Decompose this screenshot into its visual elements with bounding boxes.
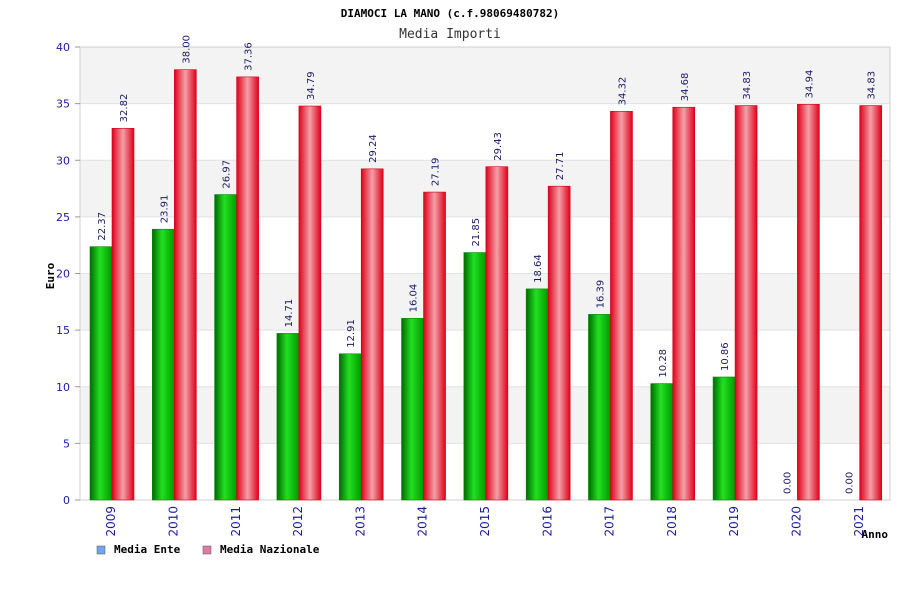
x-tick-label: 2009 xyxy=(104,506,118,537)
data-label-media-ente: 0.00 xyxy=(782,472,793,494)
x-tick-label: 2019 xyxy=(727,506,741,537)
x-tick-label: 2012 xyxy=(291,506,305,537)
data-label-media-nazionale: 34.94 xyxy=(804,70,815,99)
data-label-media-ente: 14.71 xyxy=(284,299,295,328)
bar-media-ente xyxy=(525,288,549,501)
y-tick-label: 10 xyxy=(56,381,70,394)
grid-band xyxy=(80,160,890,217)
data-label-media-ente: 26.97 xyxy=(222,160,233,189)
data-label-media-ente: 23.91 xyxy=(159,195,170,224)
x-tick-label: 2011 xyxy=(229,506,243,537)
data-label-media-nazionale: 29.24 xyxy=(368,134,379,163)
data-label-media-nazionale: 34.32 xyxy=(617,77,628,106)
y-tick-label: 40 xyxy=(56,41,70,54)
x-axis-label: Anno xyxy=(862,528,889,541)
chart-title: DIAMOCI LA MANO (c.f.98069480782) xyxy=(341,7,560,20)
y-tick-label: 35 xyxy=(56,98,70,111)
bar-media-nazionale xyxy=(298,105,322,501)
bar-media-ente xyxy=(89,246,113,501)
x-tick-label: 2014 xyxy=(416,506,430,537)
data-label-media-ente: 22.37 xyxy=(97,212,108,241)
data-label-media-nazionale: 32.82 xyxy=(119,94,130,123)
legend-label-media-ente: Media Ente xyxy=(114,543,181,556)
legend-label-media-nazionale: Media Nazionale xyxy=(220,543,320,556)
grid-band xyxy=(80,103,890,161)
bar-media-nazionale xyxy=(797,104,820,501)
bar-media-nazionale xyxy=(672,106,696,501)
bar-media-nazionale xyxy=(174,69,197,501)
bar-media-ente xyxy=(463,252,487,501)
y-tick-label: 0 xyxy=(63,494,70,507)
x-tick-label: 2018 xyxy=(665,506,679,537)
bar-media-ente xyxy=(214,194,237,501)
bar-media-ente xyxy=(650,383,674,501)
y-tick-label: 15 xyxy=(56,324,70,337)
y-tick-label: 25 xyxy=(56,211,70,224)
bar-media-ente xyxy=(276,333,300,501)
data-label-media-nazionale: 34.83 xyxy=(867,71,878,100)
data-label-media-ente: 16.04 xyxy=(409,284,420,313)
bar-media-nazionale xyxy=(734,105,758,501)
legend: Media Ente Media Nazionale xyxy=(96,543,320,556)
legend-swatch-media-ente xyxy=(96,545,106,555)
bar-media-nazionale xyxy=(111,128,135,501)
bar-media-nazionale xyxy=(423,191,446,501)
bar-media-ente xyxy=(401,318,424,501)
data-label-media-nazionale: 29.43 xyxy=(493,132,504,161)
bar-media-nazionale xyxy=(547,185,571,501)
data-label-media-ente: 10.86 xyxy=(720,342,731,371)
bar-media-ente xyxy=(338,353,362,501)
bar-media-nazionale xyxy=(360,168,384,501)
y-axis-label: Euro xyxy=(44,262,57,289)
data-label-media-ente: 16.39 xyxy=(595,280,606,309)
bars xyxy=(89,69,882,501)
data-label-media-nazionale: 27.71 xyxy=(555,152,566,181)
y-tick-label: 20 xyxy=(56,268,70,281)
data-label-media-nazionale: 34.83 xyxy=(742,71,753,100)
data-label-media-ente: 12.91 xyxy=(346,319,357,348)
x-tick-label: 2021 xyxy=(852,506,866,537)
data-label-media-nazionale: 34.79 xyxy=(306,71,317,100)
x-tick-label: 2015 xyxy=(478,506,492,537)
data-label-media-ente: 21.85 xyxy=(471,218,482,247)
y-tick-label: 30 xyxy=(56,154,70,167)
data-labels: 22.37 32.82 23.91 38.00 26.97 37.36 14.71 34.79… xyxy=(97,35,878,494)
y-tick-label: 5 xyxy=(63,437,70,450)
legend-swatch-media-nazionale xyxy=(202,545,212,555)
bar-media-ente xyxy=(152,228,175,501)
x-tick-label: 2017 xyxy=(603,506,617,537)
data-label-media-ente: 10.28 xyxy=(658,349,669,378)
bar-media-nazionale xyxy=(859,105,882,501)
bar-media-ente xyxy=(712,376,736,501)
data-label-media-nazionale: 34.68 xyxy=(680,73,691,102)
bar-media-nazionale xyxy=(610,111,633,501)
data-label-media-ente: 0.00 xyxy=(845,472,856,494)
data-label-media-nazionale: 38.00 xyxy=(181,35,192,64)
grid-band xyxy=(80,47,890,104)
data-label-media-nazionale: 37.36 xyxy=(244,42,255,71)
x-tick-label: 2020 xyxy=(790,506,804,537)
x-tick-label: 2013 xyxy=(353,506,367,537)
bar-media-nazionale xyxy=(485,166,509,501)
x-axis-ticks: 2009 2010 2011 2012 2013 2014 2015 2016 2017 2018… xyxy=(104,506,866,537)
chart-subtitle: Media Importi xyxy=(399,27,501,42)
x-tick-label: 2010 xyxy=(166,506,180,537)
bar-media-nazionale xyxy=(236,76,259,501)
x-tick-label: 2016 xyxy=(540,506,554,537)
data-label-media-ente: 18.64 xyxy=(533,254,544,283)
bar-media-ente xyxy=(588,314,611,501)
data-label-media-nazionale: 27.19 xyxy=(431,157,442,186)
y-axis-ticks: 0 5 10 15 20 25 30 35 40 xyxy=(56,41,80,507)
